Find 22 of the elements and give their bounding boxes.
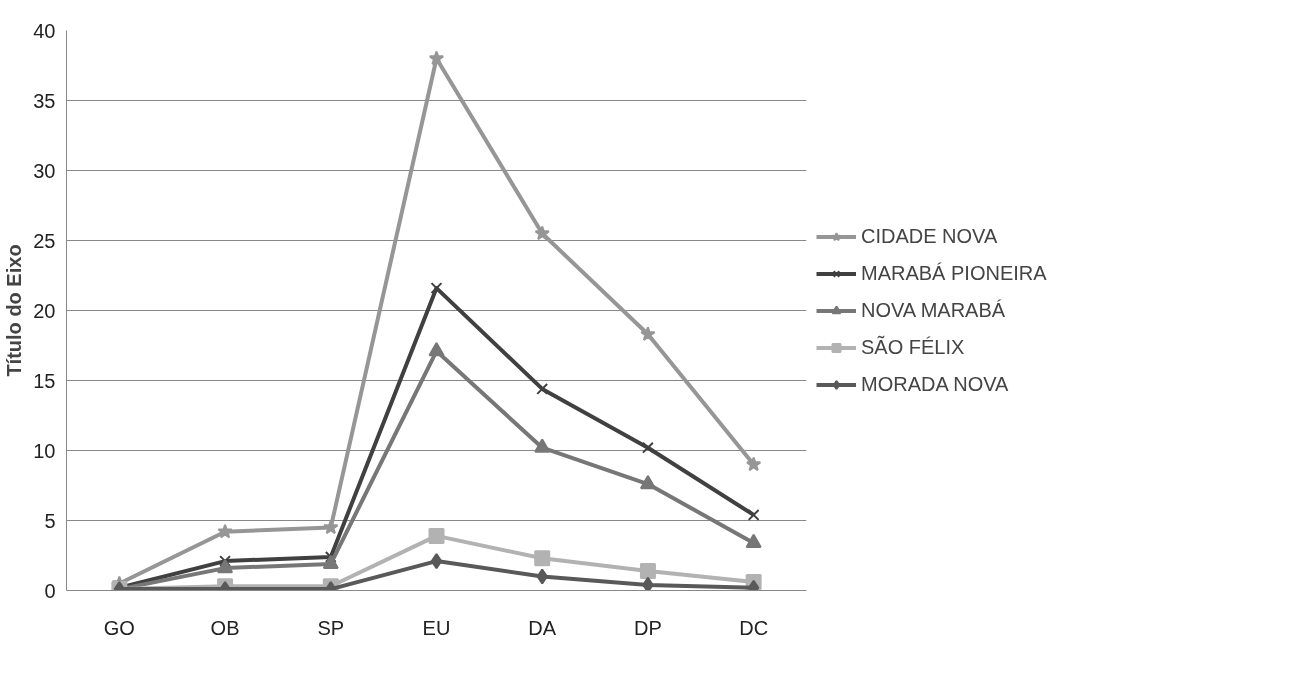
x-tick-label: OB (210, 616, 240, 639)
x-tick-label: DA (528, 616, 557, 639)
y-tick-label: 0 (44, 579, 56, 602)
legend-label: NOVA MARABÁ (861, 298, 1006, 322)
y-tick-label: 5 (44, 509, 56, 532)
x-tick-label: EU (422, 616, 451, 639)
y-tick-label: 15 (33, 369, 56, 392)
x-tick-label: DC (739, 616, 769, 639)
y-tick-label: 35 (33, 89, 56, 112)
y-tick-label: 30 (33, 159, 56, 182)
y-tick-label: 25 (33, 229, 56, 252)
legend-label: MARABÁ PIONEIRA (861, 261, 1047, 285)
x-tick-label: DP (634, 616, 662, 639)
y-tick-label: 10 (33, 439, 56, 462)
x-tick-label: SP (317, 616, 345, 639)
y-tick-label: 40 (33, 19, 56, 42)
x-tick-label: GO (103, 616, 135, 639)
y-tick-label: 20 (33, 299, 56, 322)
legend-label: CIDADE NOVA (861, 224, 998, 248)
legend-label: MORADA NOVA (861, 372, 1009, 396)
legend-label: SÃO FÉLIX (861, 335, 965, 359)
y-axis-title: Título do Eixo (3, 244, 26, 377)
